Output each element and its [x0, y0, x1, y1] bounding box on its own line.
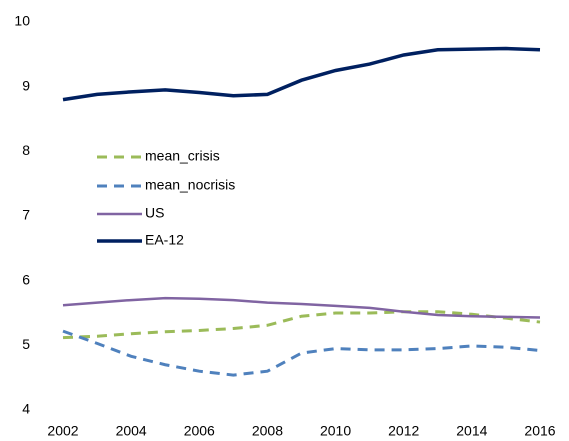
- x-tick-label: 2006: [184, 423, 215, 439]
- y-tick-label: 5: [22, 336, 30, 352]
- x-tick-label: 2012: [388, 423, 419, 439]
- legend-label: mean_crisis: [145, 148, 220, 164]
- legend-label: US: [145, 205, 164, 221]
- x-tick-label: 2010: [320, 423, 351, 439]
- y-tick-label: 10: [14, 13, 30, 29]
- y-tick-label: 6: [22, 271, 30, 287]
- series-line: [62, 296, 541, 319]
- x-tick-label: 2016: [524, 423, 555, 439]
- x-tick-label: 2014: [456, 423, 487, 439]
- y-tick-label: 8: [22, 142, 30, 158]
- y-tick-label: 7: [22, 207, 30, 223]
- x-tick-label: 2002: [47, 423, 78, 439]
- legend-label: mean_nocrisis: [145, 177, 235, 193]
- x-tick-label: 2004: [116, 423, 147, 439]
- x-tick-label: 2008: [252, 423, 283, 439]
- series-line: [62, 329, 541, 377]
- y-tick-label: 9: [22, 77, 30, 93]
- series-line: [62, 46, 541, 102]
- y-tick-label: 4: [22, 401, 30, 417]
- legend-label: EA-12: [145, 232, 184, 248]
- series-line: [62, 310, 541, 340]
